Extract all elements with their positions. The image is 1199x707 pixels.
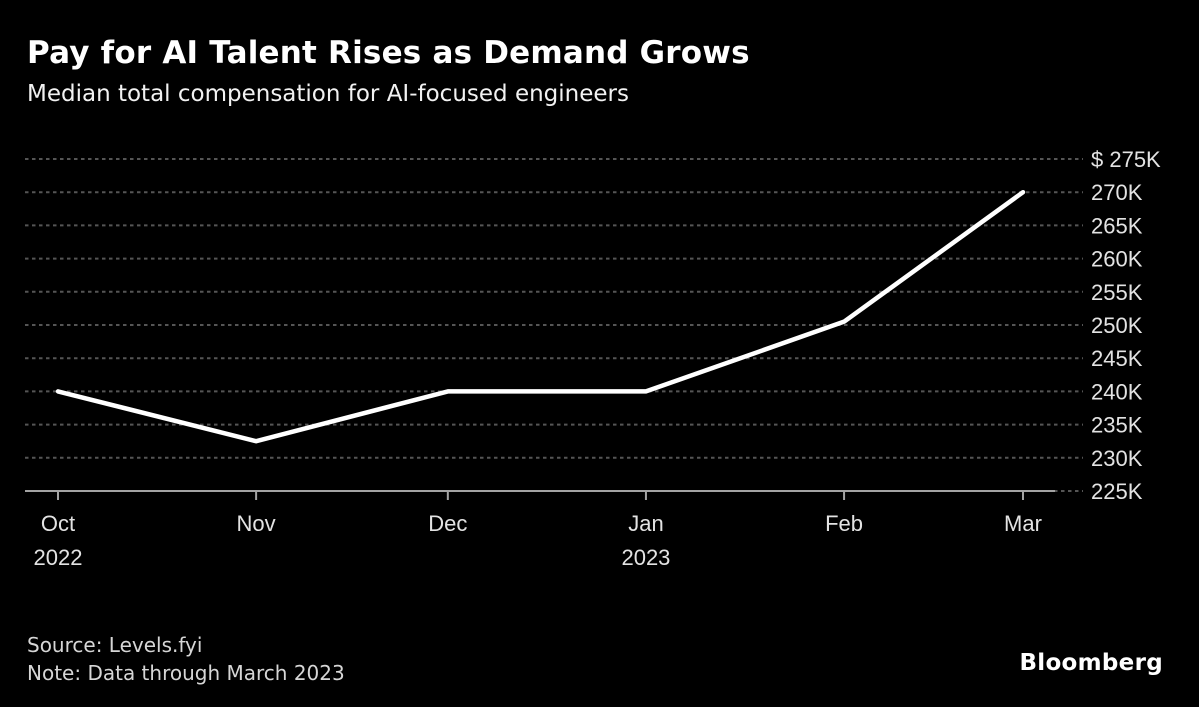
median-compensation-line	[55, 189, 1026, 444]
page-title: Pay for AI Talent Rises as Demand Grows	[27, 35, 750, 71]
x-axis-label: Oct	[41, 511, 75, 536]
y-axis-label: 255K	[1091, 280, 1143, 305]
bloomberg-logo: Bloomberg	[1019, 650, 1163, 676]
y-axis-label: 235K	[1091, 413, 1143, 438]
y-axis-label: 225K	[1091, 479, 1143, 504]
source-line: Source: Levels.fyi	[27, 633, 203, 657]
y-axis-label: 270K	[1091, 180, 1143, 205]
x-axis-label: Feb	[825, 511, 863, 536]
x-axis-label: Nov	[237, 511, 276, 536]
y-axis-label: 265K	[1091, 213, 1143, 238]
y-axis-label: 240K	[1091, 379, 1143, 404]
x-axis-label: Dec	[428, 511, 467, 536]
y-axis-label: 230K	[1091, 446, 1143, 471]
chart-header: Pay for AI Talent Rises as Demand Grows …	[27, 35, 750, 108]
x-axis-label: Jan	[628, 511, 663, 536]
chart-subtitle: Median total compensation for AI-focused…	[27, 80, 629, 107]
footnotes: Source: Levels.fyi Note: Data through Ma…	[27, 631, 345, 687]
x-axis-year-label: 2023	[621, 545, 670, 570]
y-axis-label: $ 275K	[1091, 147, 1161, 172]
y-axis-label: 260K	[1091, 247, 1143, 272]
note-line: Note: Data through March 2023	[27, 661, 345, 685]
y-axis-label: 250K	[1091, 313, 1143, 338]
x-axis-label: Mar	[1004, 511, 1042, 536]
y-axis-label: 245K	[1091, 346, 1143, 371]
x-axis-year-label: 2022	[34, 545, 83, 570]
